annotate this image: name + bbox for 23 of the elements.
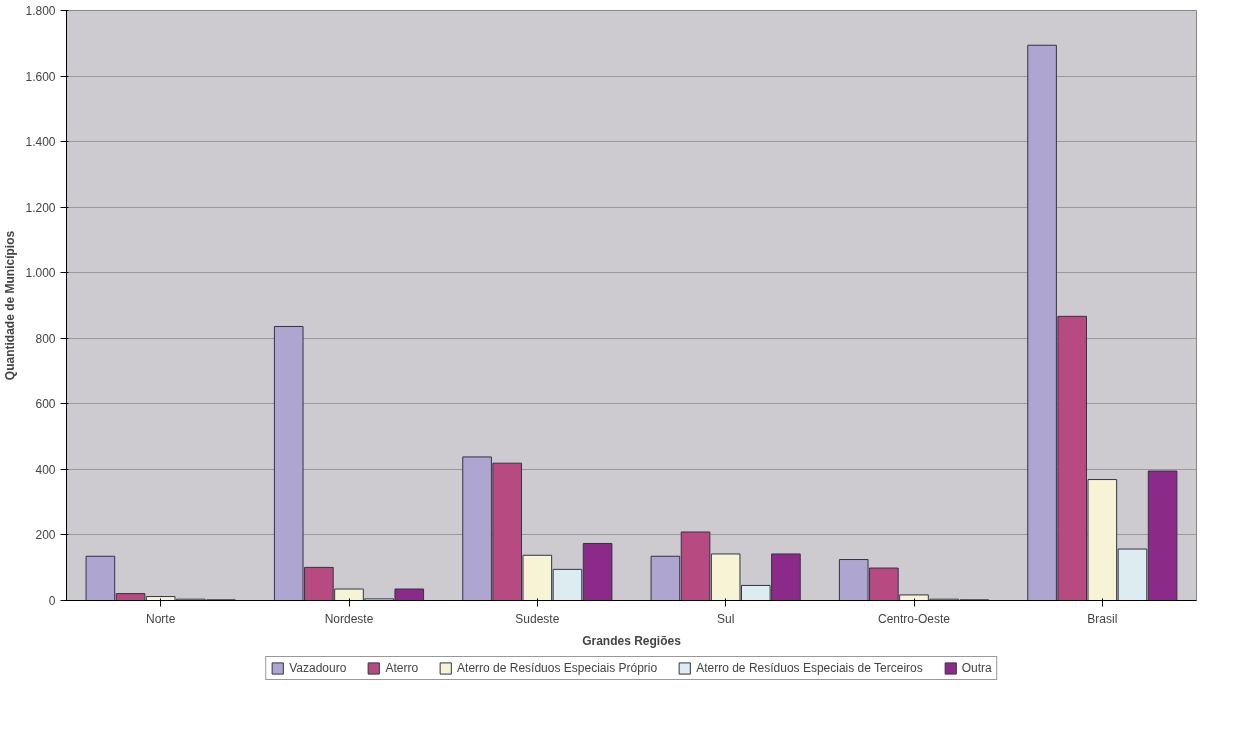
x-tick-label: Norte: [145, 611, 176, 626]
legend-label: Aterro: [385, 661, 419, 675]
y-tick-label: 1.400: [25, 135, 56, 150]
x-tick-label: Sul: [716, 611, 735, 626]
x-tick-label: Nordeste: [324, 611, 374, 626]
y-tick-label: 800: [35, 331, 56, 346]
y-tick-label: 200: [35, 528, 56, 543]
x-tick-label: Sudeste: [515, 611, 560, 626]
y-tick-label: 1.200: [25, 200, 56, 215]
x-axis-title: Grandes Regiões: [582, 633, 682, 648]
legend-label: Vazadouro: [289, 661, 347, 675]
y-tick-label: 1.600: [25, 69, 56, 84]
y-tick-label: 1.800: [25, 4, 56, 18]
y-tick-label: 400: [35, 462, 56, 477]
x-tick-label: Centro-Oeste: [877, 611, 951, 626]
legend-label: Aterro de Resíduos Especiais de Terceiros: [696, 661, 923, 675]
y-tick-label: 0: [48, 594, 56, 608]
x-tick-label: Brasil: [1087, 611, 1118, 626]
legend-label: Outra: [961, 661, 992, 675]
legend-label: Aterro de Resíduos Especiais Próprio: [457, 661, 658, 675]
y-tick-label: 600: [35, 397, 56, 412]
y-tick-label: 1.000: [25, 266, 56, 281]
y-axis-title: Quantidade de Municípios: [3, 230, 18, 381]
